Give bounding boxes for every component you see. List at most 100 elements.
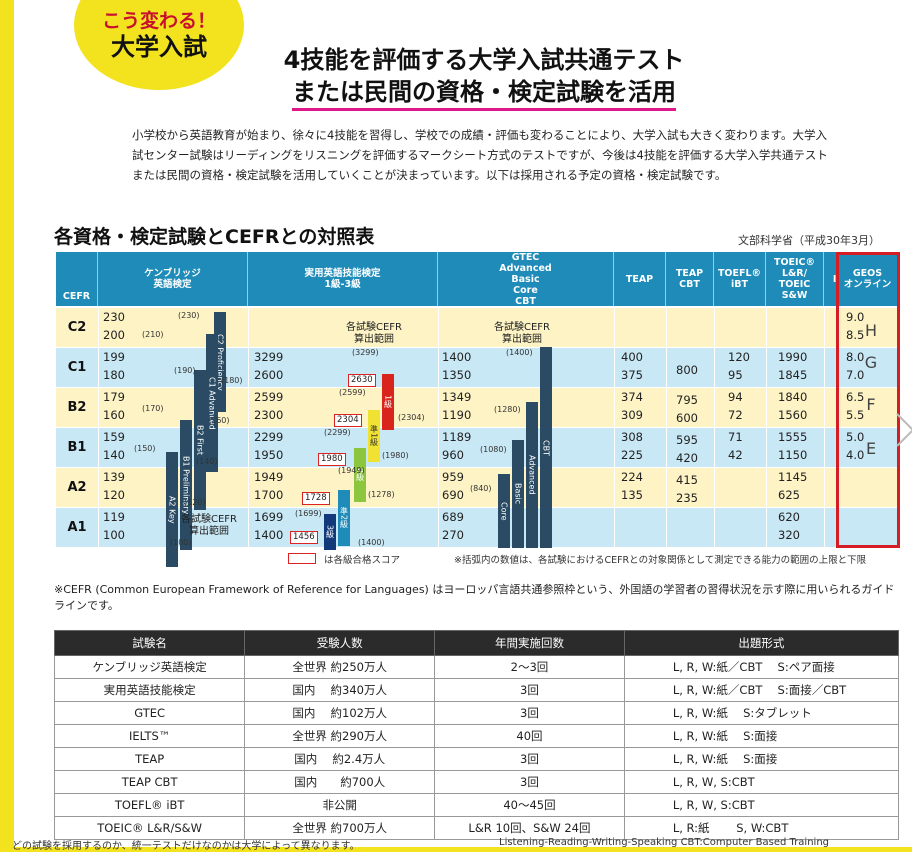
gtec-value-lower: 960 xyxy=(442,448,464,462)
gtec-value-upper: 1189 xyxy=(442,430,472,444)
gtec-range-label: (1400) xyxy=(506,348,533,357)
eiken-value-lower: 1400 xyxy=(254,528,284,542)
gtec-range-label: (1280) xyxy=(494,405,521,414)
table-cell: L&R 10回、S&W 24回 xyxy=(434,816,625,840)
headline: 4技能を評価する大学入試共通テスト または民間の資格・検定試験を活用 xyxy=(254,44,714,111)
eiken-range-label: (1699) xyxy=(295,509,322,518)
eiken-pass-score: 1728 xyxy=(302,492,330,505)
table-cell: GTEC xyxy=(53,701,246,725)
geos-level-G: G xyxy=(864,352,878,372)
column-divider xyxy=(98,307,99,547)
cefr-level-B1: B1 xyxy=(67,439,87,455)
table-cell: L, R:紙 S, W:CBT xyxy=(623,816,900,840)
table-cell: L, R, W:紙／CBT S:ペア面接 xyxy=(623,655,900,679)
table-cell: 2〜3回 xyxy=(434,655,625,679)
gtec-bar-1: Basic xyxy=(512,440,524,548)
table-cell: 非公開 xyxy=(244,793,436,817)
table-cell: L, R, W, S:CBT xyxy=(623,770,900,794)
table-cell: 40回 xyxy=(434,724,625,748)
table-cell: L, R, W:紙 S:面接 xyxy=(623,747,900,771)
cambridge-value-lower: 180 xyxy=(103,368,125,382)
table-cell: L, R, W, S:CBT xyxy=(623,793,900,817)
geos-level-F: F xyxy=(866,394,876,414)
cefr-row-C2 xyxy=(56,307,898,347)
header-eiken: 実用英語技能検定 1級-3級 xyxy=(248,252,438,306)
cambridge-value-lower: 100 xyxy=(103,528,125,542)
teap-value-upper: 224 xyxy=(621,470,643,484)
toeic-value-upper: 1990 xyxy=(778,350,808,364)
table-cell: TEAP xyxy=(53,747,246,771)
ielts-value-upper: 8.0 xyxy=(846,350,865,364)
teap-value-lower: 225 xyxy=(621,448,643,462)
header-toefl: TOEFL® iBT xyxy=(714,252,766,306)
gtec-bar-3: CBT xyxy=(540,347,552,548)
cefr-level-A2: A2 xyxy=(67,479,87,495)
cambridge-bar-3: B1 Preliminary xyxy=(180,420,192,550)
cambridge-range-label: (230) xyxy=(178,311,200,320)
teap-value-upper: 400 xyxy=(621,350,643,364)
cambridge-value-upper: 139 xyxy=(103,470,125,484)
eiken-value-upper: 3299 xyxy=(254,350,284,364)
toeic-value-upper: 1145 xyxy=(778,470,808,484)
chevron-right-icon[interactable] xyxy=(893,410,912,450)
exam-header-cell: 出題形式 xyxy=(623,630,900,656)
teapcbt-value: 415 235 xyxy=(676,473,698,505)
toeic-value-upper: 620 xyxy=(778,510,800,524)
column-divider xyxy=(824,307,825,547)
table-cell: TOEIC® L&R/S&W xyxy=(53,816,246,840)
toefl-value-upper: 94 xyxy=(728,390,743,404)
table-row: TOEIC® L&R/S&W 全世界 約700万人 L&R 10回、S&W 24回 L… xyxy=(53,816,900,840)
eiken-value-lower: 2300 xyxy=(254,408,284,422)
eiken-bar-3: 準2級 xyxy=(338,490,350,546)
eiken-value-lower: 2600 xyxy=(254,368,284,382)
eiken-range-label: (2304) xyxy=(398,413,425,422)
toeic-value-lower: 625 xyxy=(778,488,800,502)
table-cell: 実用英語技能検定 xyxy=(53,678,246,702)
header-toeic: TOEIC® L&R/ TOEIC S&W xyxy=(766,252,824,306)
column-divider xyxy=(714,307,715,547)
gtec-range-note: 各試験CEFR 算出範囲 xyxy=(494,322,551,345)
cambridge-range-label: (140) xyxy=(196,457,218,466)
gtec-value-lower: 1190 xyxy=(442,408,472,422)
table-cell: L, R, W:紙／CBT S:面接／CBT xyxy=(623,678,900,702)
gtec-range-label: (840) xyxy=(470,484,492,493)
cambridge-bar-4: A2 Key xyxy=(166,452,178,567)
eiken-range-note: 各試験CEFR 算出範囲 xyxy=(346,322,403,345)
toefl-value-lower: 95 xyxy=(728,368,743,382)
gtec-bar-2: Advanced xyxy=(526,402,538,548)
table-row: TEAP CBT 国内 約700人 3回 L, R, W, S:CBT xyxy=(53,770,900,794)
eiken-bar-0: 1級 xyxy=(382,374,394,430)
header-cefr: CEFR xyxy=(56,252,98,306)
exam-header-row: 試験名 受験人数 年間実施回数 出題形式 xyxy=(53,630,900,656)
eiken-range-label: (2599) xyxy=(339,388,366,397)
table-cell: 3回 xyxy=(434,770,625,794)
table-cell: L, R, W:紙 S:タブレット xyxy=(623,701,900,725)
cefr-level-C2: C2 xyxy=(67,319,87,335)
eiken-value-lower: 1950 xyxy=(254,448,284,462)
badge-text: こう変わる！ 大学入試 xyxy=(84,8,234,60)
teapcbt-value: 595 420 xyxy=(676,433,698,465)
gtec-range-label: (1080) xyxy=(480,445,507,454)
cambridge-value-lower: 120 xyxy=(103,488,125,502)
legend-box xyxy=(288,553,316,564)
cambridge-bar-1: C1 Advanced xyxy=(206,334,218,472)
eiken-value-upper: 1949 xyxy=(254,470,284,484)
cambridge-range-label: (160) xyxy=(208,416,230,425)
toeic-value-lower: 320 xyxy=(778,528,800,542)
cefr-level-A1: A1 xyxy=(67,519,87,535)
header-gtec: GTEC Advanced Basic Core CBT xyxy=(438,252,614,307)
footer-right: Listening-Reading-Writing-Speaking CBT:C… xyxy=(499,837,830,848)
eiken-pass-score: 2304 xyxy=(334,414,362,427)
table-cell: 全世界 約250万人 xyxy=(244,655,436,679)
eiken-pass-score: 1456 xyxy=(290,531,318,544)
badge-line2: 大学入試 xyxy=(111,33,207,61)
eiken-range-label: (1278) xyxy=(368,490,395,499)
cefr-level-C1: C1 xyxy=(67,359,87,375)
header-cambridge: ケンブリッジ 英語検定 xyxy=(98,252,248,306)
column-divider xyxy=(438,307,439,547)
cambridge-bar-2: B2 First xyxy=(194,370,206,510)
toefl-value-lower: 72 xyxy=(728,408,743,422)
table-row: GTEC 国内 約102万人 3回 L, R, W:紙 S:タブレット xyxy=(53,701,900,725)
eiken-value-lower: 1700 xyxy=(254,488,284,502)
